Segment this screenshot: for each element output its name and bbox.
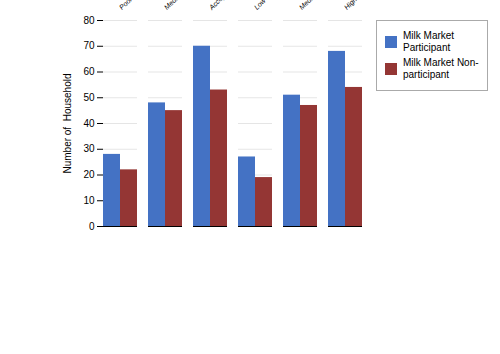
svg-text:30: 30 [83,143,95,154]
svg-text:80: 80 [83,15,95,26]
html-text:Milk Market Participant: Milk Market Participant [403,30,455,53]
svg-text:60: 60 [83,66,95,77]
svg-text:0: 0 [89,221,95,232]
svg-text:20: 20 [83,169,95,180]
svg-text:Poor FCS(Food Consumption Scor: Poor FCS(Food Consumption Score) [118,0,205,12]
svg-text:40: 40 [83,118,95,129]
svg-text:70: 70 [83,40,95,51]
html-text:Milk Market Non- participant: Milk Market Non- participant [403,57,479,80]
svg-text:10: 10 [83,195,95,206]
svg-text:50: 50 [83,92,95,103]
svg-text:High HDDS(Household Dietary Di: High HDDS(Household Dietary Diversity) [343,0,372,12]
svg-text:Medium HDDS(Household Dietary: Medium HDDS(Household Dietary Diversity) [298,0,372,12]
svg-text:Number of Household: Number of Household [62,73,73,173]
